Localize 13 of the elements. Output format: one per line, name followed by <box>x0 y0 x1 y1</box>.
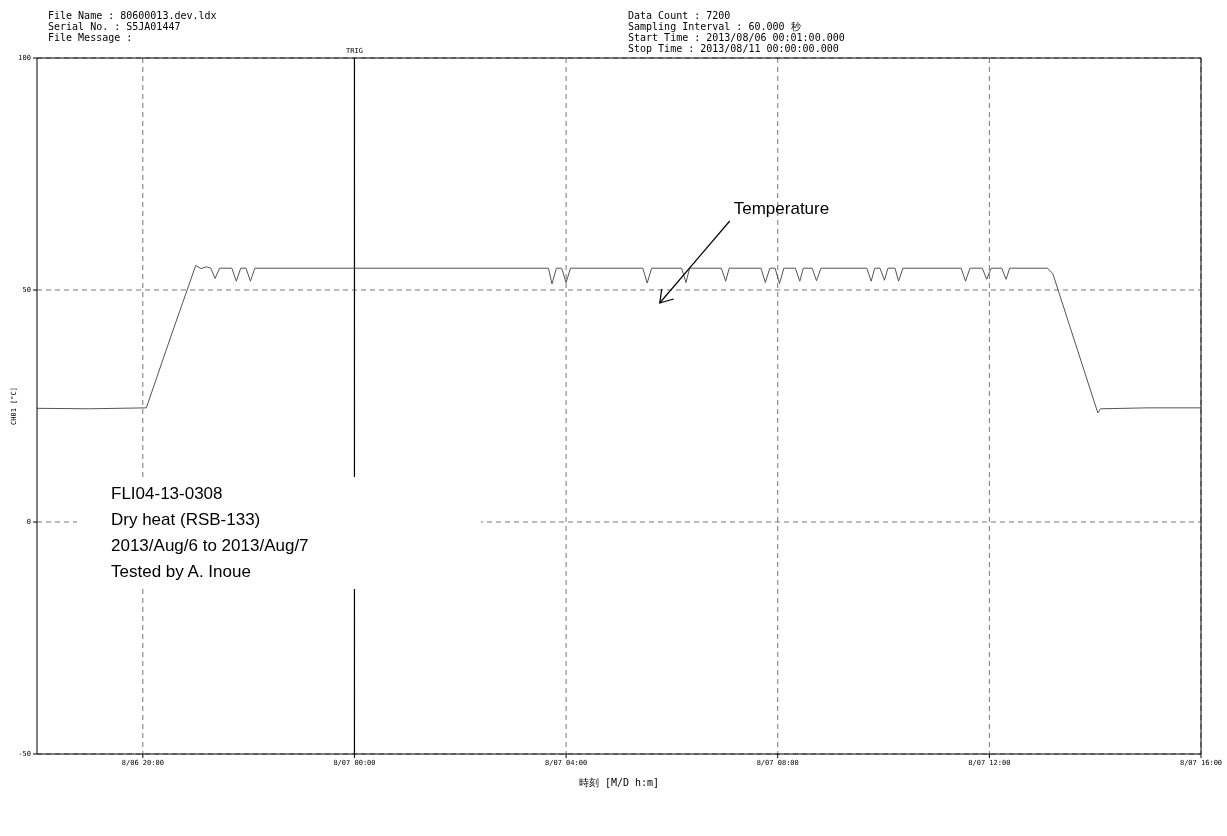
annotation: Dry heat (RSB-133) <box>111 508 262 531</box>
text: Sampling Interval : 60.000 秒 <box>628 21 801 32</box>
text: Stop Time : 2013/08/11 00:00:00.000 <box>628 43 840 54</box>
x-axis-title: 時刻 [M/D h:m] <box>578 777 660 788</box>
annotation: Temperature <box>733 198 830 219</box>
annotation: 2013/Aug/6 to 2013/Aug/7 <box>111 534 310 557</box>
text: File Name : 80600013.dev.ldx <box>48 10 217 21</box>
text: File Message : <box>48 32 134 43</box>
annotation: Tested by A. Inoue <box>111 560 252 583</box>
text: Start Time : 2013/08/06 00:01:00.000 <box>628 32 845 43</box>
text: Serial No. : S5JA01447 <box>48 21 182 32</box>
text: Data Count : 7200 <box>628 10 732 21</box>
annotation: FLI04-13-0308 <box>111 482 224 505</box>
